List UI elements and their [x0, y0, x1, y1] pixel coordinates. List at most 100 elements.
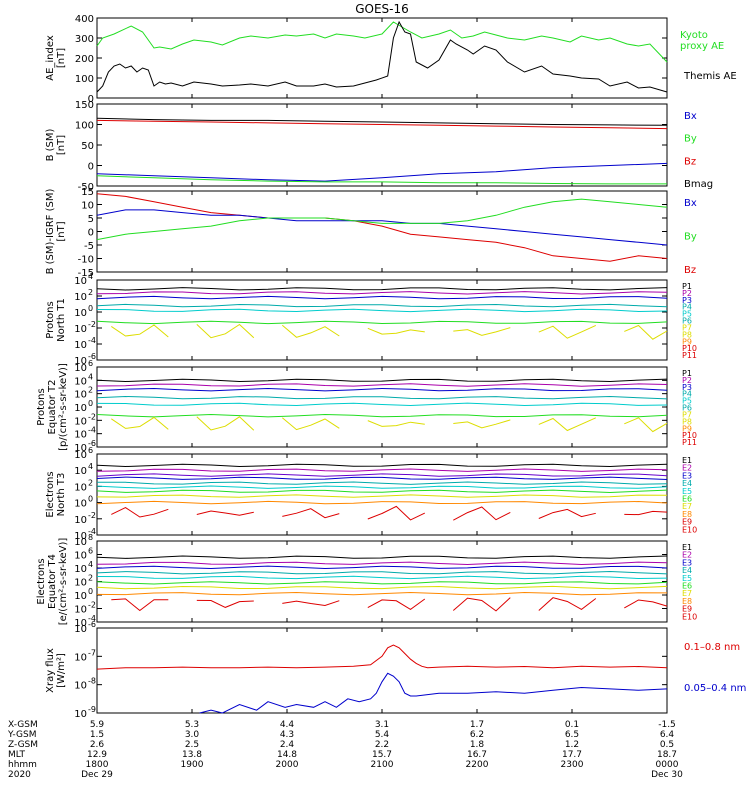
level-line-2 — [96, 561, 668, 566]
legend-label: P7 — [682, 410, 692, 419]
legend-label: Bx — [684, 198, 697, 209]
plot-title: GOES-16 — [355, 2, 409, 16]
y-tick-label: 10 — [81, 201, 94, 212]
y-axis-label: Equator T2 — [47, 380, 58, 435]
y-tick-exponent: -8 — [88, 677, 96, 686]
x-axis-value: 12.9 — [87, 750, 107, 760]
y-tick-label: 300 — [75, 34, 94, 45]
y-tick-exponent: -2 — [88, 511, 96, 520]
y-tick-exponent: 6 — [88, 359, 93, 368]
legend-label: P1 — [682, 369, 692, 378]
y-tick-exponent: 2 — [88, 478, 93, 487]
y-tick-exponent: 0 — [88, 495, 93, 504]
legend-label: E5 — [682, 487, 692, 496]
legend-label: E1 — [682, 456, 692, 465]
y-tick-label: 10 — [74, 466, 87, 477]
y-axis-label: Xray flux — [45, 648, 56, 693]
y-tick-exponent: -7 — [88, 648, 96, 657]
x-axis-value: 1800 — [86, 760, 109, 770]
legend-label: E3 — [682, 471, 692, 480]
x-axis-value: 0.5 — [660, 740, 674, 750]
x-axis-value: 1900 — [181, 760, 204, 770]
legend-label: P3 — [682, 383, 692, 392]
y-axis-label: [nT] — [56, 135, 67, 155]
legend-label: P2 — [682, 289, 692, 298]
y-tick-label: 5 — [88, 214, 94, 225]
y-tick-label: 10 — [74, 681, 87, 692]
x-axis-value: 2.5 — [185, 740, 199, 750]
y-tick-label: 0 — [88, 162, 94, 173]
y-axis-label: North T3 — [56, 473, 67, 517]
y-tick-exponent: -2 — [88, 601, 96, 610]
legend-label: P5 — [682, 310, 692, 319]
panel-2: -50 0 50 100 150 B (SM) [nT] Bx By Bz Bmag — [45, 100, 713, 193]
x-axis-row-label: MLT — [8, 750, 26, 760]
x-axis-value: 1.2 — [565, 740, 579, 750]
x-axis-value: 4.3 — [280, 730, 294, 740]
legend-label: E8 — [682, 597, 692, 606]
y-tick-exponent: 4 — [88, 462, 93, 471]
y-axis-label: B (SM)-IGRF (SM) — [45, 189, 56, 275]
y-tick-label: 50 — [81, 141, 94, 152]
level-line-5 — [97, 481, 668, 485]
x-axis-value: 6.4 — [660, 730, 675, 740]
y-tick-label: 10 — [74, 390, 87, 401]
y-tick-label: 100 — [75, 121, 94, 132]
y-axis-label: Equator T4 — [47, 554, 58, 609]
legend-label: P1 — [682, 282, 692, 291]
y-tick-exponent: 4 — [88, 560, 93, 569]
x-axis-row-label: hhmm — [8, 760, 37, 770]
legend-label: E4 — [682, 566, 692, 575]
level-line-7 — [111, 416, 668, 433]
series-line-2 — [199, 672, 668, 714]
series-line-1 — [96, 117, 668, 126]
year-label: 2020 — [8, 770, 31, 780]
y-tick-label: 10 — [74, 591, 87, 602]
series-line-2 — [96, 119, 668, 130]
y-tick-label: 10 — [74, 340, 87, 351]
end-date: Dec 30 — [651, 770, 683, 780]
legend-label: E10 — [682, 612, 697, 621]
level-line-4 — [96, 570, 668, 575]
x-axis-value: 5.3 — [185, 720, 199, 730]
x-axis-value: 18.7 — [657, 750, 677, 760]
y-tick-label: 10 — [74, 450, 87, 461]
y-tick-exponent: -4 — [88, 527, 96, 536]
series-line-1 — [96, 193, 668, 262]
level-line-5 — [96, 575, 668, 580]
y-tick-label: -10 — [78, 255, 94, 266]
level-line-7 — [96, 489, 668, 494]
legend-label: 0.05–0.4 nm — [684, 683, 746, 694]
legend-label: E7 — [682, 502, 692, 511]
legend-label: E5 — [682, 574, 692, 583]
x-axis-value: 0.1 — [565, 720, 579, 730]
legend-label: E4 — [682, 479, 692, 488]
y-axis-label: AE_index — [45, 35, 56, 81]
y-tick-label: 10 — [74, 482, 87, 493]
level-line-9 — [96, 500, 668, 505]
legend-label: P3 — [682, 296, 692, 305]
level-line-9 — [111, 597, 668, 612]
y-tick-label: -50 — [78, 182, 94, 193]
legend-label: E7 — [682, 589, 692, 598]
y-tick-label: 10 — [74, 308, 87, 319]
x-axis-value: 1.5 — [90, 730, 104, 740]
y-axis-label: [nT] — [56, 48, 67, 68]
x-axis-value: 17.7 — [562, 750, 582, 760]
y-tick-exponent: 2 — [88, 386, 93, 395]
level-line-7 — [96, 585, 668, 590]
legend-label: Kyoto — [680, 30, 708, 41]
legend-label: P10 — [682, 344, 697, 353]
x-axis-value: 6.2 — [470, 730, 484, 740]
x-axis-value: 14.8 — [277, 750, 297, 760]
x-axis-value: 2200 — [466, 760, 489, 770]
y-tick-exponent: -4 — [88, 336, 96, 345]
legend-label: E3 — [682, 558, 692, 567]
legend-label: E9 — [682, 605, 692, 614]
y-tick-exponent: 2 — [88, 288, 93, 297]
